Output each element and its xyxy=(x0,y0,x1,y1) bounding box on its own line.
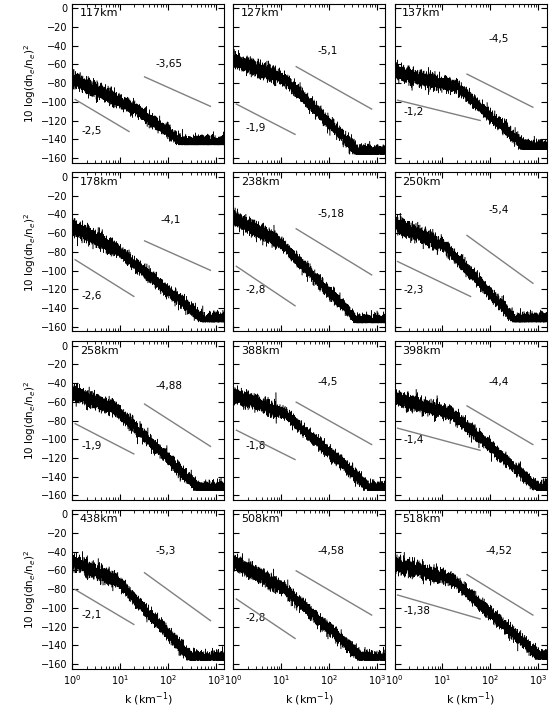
Text: 438km: 438km xyxy=(80,515,118,524)
Text: -2,8: -2,8 xyxy=(245,285,266,295)
Text: -4,5: -4,5 xyxy=(317,377,337,388)
Text: 258km: 258km xyxy=(80,346,118,356)
Text: -4,58: -4,58 xyxy=(317,546,344,556)
Text: -4,1: -4,1 xyxy=(160,215,181,225)
Text: -5,4: -5,4 xyxy=(489,205,509,215)
Text: -4,5: -4,5 xyxy=(489,34,509,43)
Text: -1,8: -1,8 xyxy=(245,441,266,451)
Text: 127km: 127km xyxy=(241,9,280,18)
Y-axis label: 10 log(dn$_e$/n$_e$)$^2$: 10 log(dn$_e$/n$_e$)$^2$ xyxy=(22,43,38,123)
Y-axis label: 10 log(dn$_e$/n$_e$)$^2$: 10 log(dn$_e$/n$_e$)$^2$ xyxy=(22,381,38,461)
Text: -1,9: -1,9 xyxy=(81,441,102,451)
Text: -4,4: -4,4 xyxy=(489,377,509,388)
Text: 178km: 178km xyxy=(80,177,118,187)
Text: 388km: 388km xyxy=(241,346,280,356)
Text: -5,3: -5,3 xyxy=(156,546,176,556)
Text: -3,65: -3,65 xyxy=(156,59,183,69)
Text: -4,52: -4,52 xyxy=(486,546,513,556)
Text: -2,6: -2,6 xyxy=(81,291,102,301)
Text: 250km: 250km xyxy=(402,177,441,187)
Text: 508km: 508km xyxy=(241,515,280,524)
Text: -5,18: -5,18 xyxy=(317,209,344,218)
Text: -2,3: -2,3 xyxy=(403,285,424,295)
Text: -1,4: -1,4 xyxy=(403,435,424,445)
Y-axis label: 10 log(dn$_e$/n$_e$)$^2$: 10 log(dn$_e$/n$_e$)$^2$ xyxy=(22,549,38,629)
X-axis label: k (km$^{-1}$): k (km$^{-1}$) xyxy=(446,690,495,708)
Text: 137km: 137km xyxy=(402,9,441,18)
Text: 398km: 398km xyxy=(402,346,441,356)
Text: -1,9: -1,9 xyxy=(245,123,266,133)
Text: 117km: 117km xyxy=(80,9,118,18)
X-axis label: k (km$^{-1}$): k (km$^{-1}$) xyxy=(124,690,173,708)
Text: -1,38: -1,38 xyxy=(403,607,431,617)
Y-axis label: 10 log(dn$_e$/n$_e$)$^2$: 10 log(dn$_e$/n$_e$)$^2$ xyxy=(22,212,38,291)
Text: -1,2: -1,2 xyxy=(403,107,424,117)
Text: 518km: 518km xyxy=(402,515,441,524)
X-axis label: k (km$^{-1}$): k (km$^{-1}$) xyxy=(285,690,334,708)
Text: -2,8: -2,8 xyxy=(245,613,266,623)
Text: -5,1: -5,1 xyxy=(317,46,337,56)
Text: -4,88: -4,88 xyxy=(156,380,183,390)
Text: -2,5: -2,5 xyxy=(81,126,102,136)
Text: 238km: 238km xyxy=(241,177,280,187)
Text: -2,1: -2,1 xyxy=(81,609,102,620)
